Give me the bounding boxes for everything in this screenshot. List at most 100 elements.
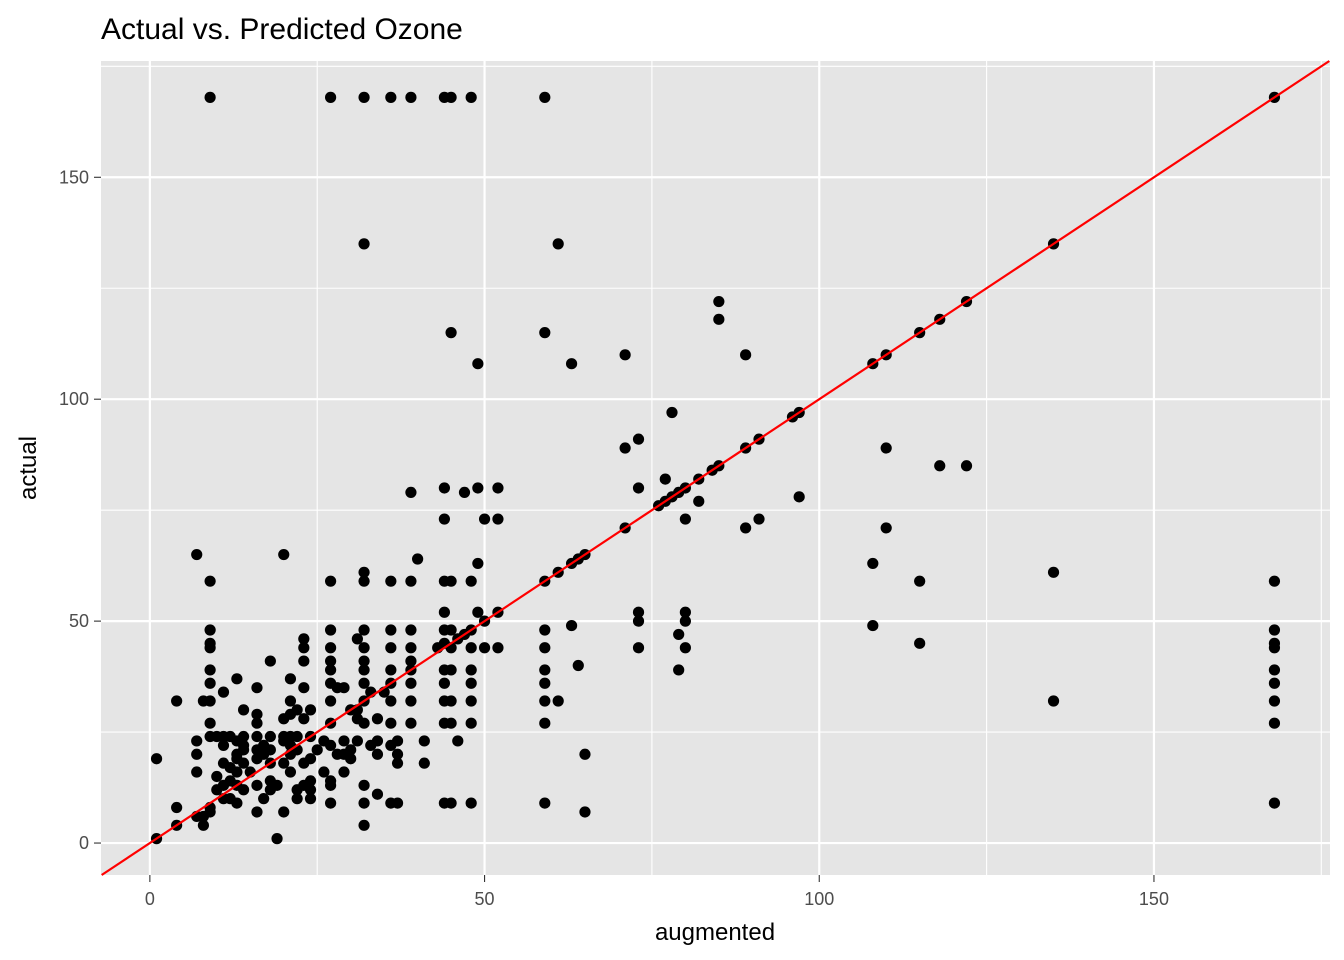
data-point bbox=[217, 686, 230, 698]
data-point bbox=[405, 486, 417, 499]
data-point bbox=[325, 642, 337, 654]
data-point bbox=[1268, 664, 1281, 676]
data-point bbox=[1047, 695, 1060, 707]
data-point bbox=[338, 682, 350, 694]
data-point bbox=[405, 677, 417, 689]
data-point bbox=[405, 717, 417, 729]
data-point bbox=[552, 695, 564, 707]
data-point bbox=[465, 797, 477, 809]
minor-gridlines bbox=[101, 61, 1330, 875]
data-point bbox=[278, 713, 290, 725]
data-point bbox=[358, 624, 370, 636]
data-point bbox=[619, 349, 631, 361]
data-point bbox=[412, 553, 424, 565]
data-point bbox=[358, 677, 370, 689]
data-point bbox=[358, 779, 370, 791]
data-point bbox=[204, 806, 216, 818]
data-point bbox=[632, 615, 645, 627]
y-tick-label: 150 bbox=[59, 167, 89, 187]
data-point bbox=[465, 717, 477, 729]
data-point bbox=[1268, 695, 1281, 707]
data-point bbox=[358, 655, 370, 667]
data-point bbox=[632, 482, 645, 494]
data-point bbox=[298, 633, 310, 645]
data-point bbox=[251, 779, 263, 791]
data-point bbox=[204, 624, 216, 636]
data-point bbox=[914, 637, 926, 649]
data-point bbox=[358, 642, 370, 654]
data-point bbox=[204, 677, 216, 689]
data-point bbox=[452, 735, 464, 747]
data-point bbox=[358, 575, 370, 587]
x-axis: 0 50 100 150 bbox=[145, 875, 1169, 909]
data-point bbox=[204, 91, 216, 103]
data-point bbox=[1047, 566, 1060, 578]
data-point bbox=[465, 91, 477, 103]
data-point bbox=[445, 624, 457, 636]
data-point bbox=[264, 655, 276, 667]
data-point bbox=[325, 739, 337, 751]
data-point bbox=[351, 735, 363, 747]
chart-title: Actual vs. Predicted Ozone bbox=[101, 13, 463, 46]
data-point bbox=[385, 664, 397, 676]
data-point bbox=[358, 566, 370, 578]
data-point bbox=[351, 633, 363, 645]
data-point bbox=[358, 91, 370, 103]
data-point bbox=[371, 713, 384, 725]
data-point bbox=[385, 575, 397, 587]
data-point bbox=[264, 730, 276, 743]
data-point bbox=[338, 735, 350, 747]
data-point bbox=[679, 642, 691, 654]
data-point bbox=[191, 766, 203, 778]
data-point bbox=[673, 664, 685, 676]
reference-line-group bbox=[101, 60, 1330, 876]
data-point bbox=[284, 766, 297, 778]
data-point bbox=[445, 327, 457, 339]
data-point bbox=[204, 642, 216, 654]
data-point bbox=[385, 695, 397, 707]
data-point bbox=[492, 482, 504, 494]
data-point bbox=[325, 664, 337, 676]
data-point bbox=[465, 575, 477, 587]
data-point bbox=[251, 730, 263, 743]
major-gridlines bbox=[101, 61, 1330, 875]
data-point bbox=[679, 513, 691, 525]
data-point bbox=[278, 548, 290, 561]
data-point bbox=[365, 739, 377, 751]
data-point bbox=[579, 748, 591, 760]
data-point bbox=[385, 739, 397, 751]
data-point bbox=[391, 757, 404, 769]
data-point bbox=[298, 713, 310, 725]
data-point bbox=[325, 779, 337, 791]
data-point bbox=[934, 460, 946, 472]
data-point bbox=[304, 704, 317, 716]
data-point bbox=[445, 717, 457, 729]
data-point bbox=[291, 784, 303, 796]
x-tick-label: 0 bbox=[145, 889, 155, 909]
data-point bbox=[438, 606, 450, 618]
data-point bbox=[579, 806, 591, 818]
data-point bbox=[291, 793, 303, 805]
data-point bbox=[478, 642, 491, 654]
data-point bbox=[385, 642, 397, 654]
data-point bbox=[713, 295, 725, 308]
x-tick-label: 50 bbox=[475, 889, 495, 909]
data-point bbox=[358, 717, 370, 729]
data-point bbox=[445, 575, 457, 587]
y-tick-label: 0 bbox=[79, 833, 89, 853]
data-point bbox=[284, 673, 297, 685]
data-point bbox=[478, 513, 491, 525]
data-point bbox=[458, 486, 471, 499]
data-point bbox=[740, 349, 752, 361]
data-point bbox=[191, 748, 203, 760]
data-point bbox=[217, 739, 230, 751]
data-point bbox=[325, 575, 337, 587]
data-point bbox=[679, 615, 691, 627]
data-point bbox=[438, 677, 450, 689]
data-point bbox=[237, 784, 250, 796]
data-point bbox=[204, 575, 216, 587]
data-point bbox=[251, 708, 263, 720]
data-point bbox=[325, 797, 337, 809]
data-point bbox=[880, 442, 892, 454]
